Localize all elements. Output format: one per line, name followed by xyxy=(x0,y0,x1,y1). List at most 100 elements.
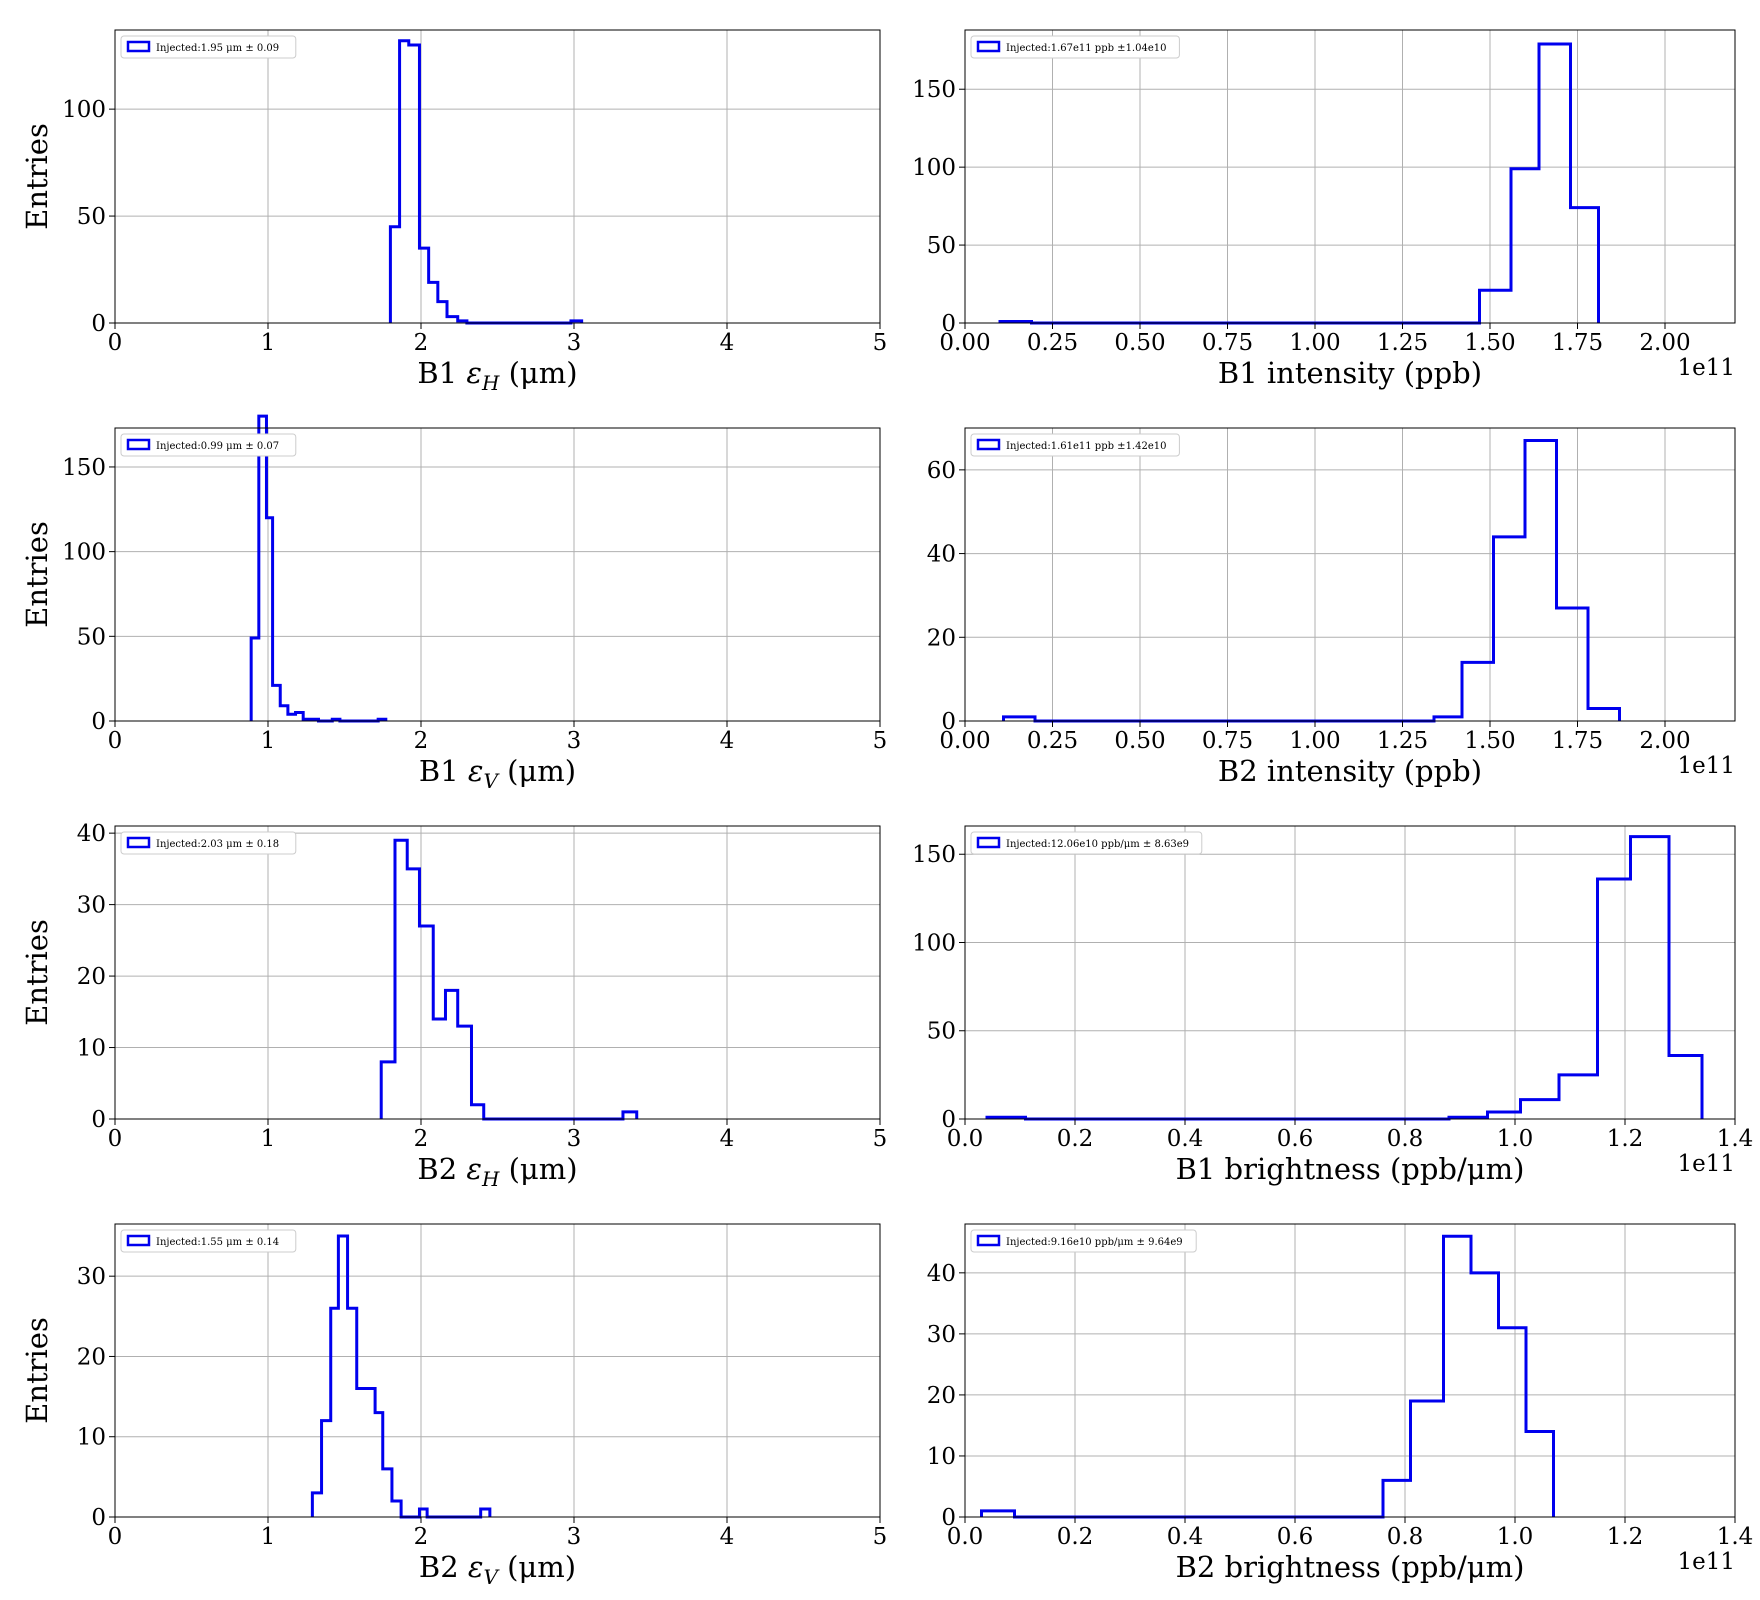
axes-frame xyxy=(114,825,881,1120)
x-tick-label: 1.2 xyxy=(1607,1126,1644,1152)
histogram-panel: 0.0 0.2 0.4 0.6 0.8 1.0 1.2 1.4 0 50 100 150 B1 brig… xyxy=(912,825,1754,1186)
x-tick-label: 3 xyxy=(567,1524,582,1550)
x-tick-label: 5 xyxy=(873,728,888,754)
x-tick-label: 1.4 xyxy=(1717,1524,1754,1550)
legend-frame xyxy=(970,35,1180,59)
axes-frame xyxy=(964,29,1736,324)
legend: Injected:1.95 μm ± 0.09 xyxy=(120,35,297,59)
y-tick-label: 30 xyxy=(77,1264,106,1290)
legend: Injected:12.06e10 ppb/μm ± 8.63e9 xyxy=(970,831,1203,855)
legend-swatch xyxy=(976,438,1001,451)
x-tick-label: 3 xyxy=(567,728,582,754)
x-tick-label: 2 xyxy=(414,1524,429,1550)
legend-label: Injected:1.61e11 ppb ±1.42e10 xyxy=(1006,441,1166,452)
x-axis-label: B2 intensity (ppb) xyxy=(1218,754,1482,788)
y-tick-label: 30 xyxy=(927,1322,956,1348)
y-tick-label: 50 xyxy=(927,1019,956,1045)
y-tick-label: 40 xyxy=(927,1261,956,1287)
x-tick-label: 2 xyxy=(414,728,429,754)
histogram-series xyxy=(980,1234,1555,1519)
x-tick-label: 0 xyxy=(108,728,123,754)
x-tick-label: 0 xyxy=(108,330,123,356)
x-tick-label: 5 xyxy=(873,1524,888,1550)
x-tick-label: 2.00 xyxy=(1639,728,1690,754)
y-tick-label: 40 xyxy=(77,821,106,847)
x-axis-label: B2 brightness (ppb/μm) xyxy=(1176,1550,1525,1584)
x-axis-label: B1 εH (μm) xyxy=(417,356,577,395)
histogram-series xyxy=(388,39,584,325)
legend: Injected:1.61e11 ppb ±1.42e10 xyxy=(970,433,1180,457)
y-axis-label: Entries xyxy=(20,123,54,230)
y-tick-label: 20 xyxy=(77,1344,106,1370)
axes-frame xyxy=(114,427,881,722)
x-axis-label: B1 εV (μm) xyxy=(419,754,576,793)
x-tick-label: 1.25 xyxy=(1377,330,1428,356)
legend: Injected:9.16e10 ppb/μm ± 9.64e9 xyxy=(970,1229,1197,1253)
x-tick-label: 4 xyxy=(720,330,735,356)
x-tick-label: 0.8 xyxy=(1387,1524,1424,1550)
legend-label: Injected:2.03 μm ± 0.18 xyxy=(156,839,279,850)
histogram-panel: 0 1 2 3 4 5 0 10 20 30 B2 εV (μm) Entries Injected:1… xyxy=(20,1223,888,1589)
histogram-panel: 0.00 0.25 0.50 0.75 1.00 1.25 1.50 1.75 2.00 0 20 4… xyxy=(927,427,1736,788)
x-tick-label: 1.4 xyxy=(1717,1126,1754,1152)
y-tick-label: 100 xyxy=(62,97,106,123)
x-tick-label: 1 xyxy=(261,1126,276,1152)
y-tick-label: 40 xyxy=(927,542,956,568)
legend-frame xyxy=(970,433,1180,457)
legend-swatch xyxy=(976,836,1001,849)
y-tick-label: 20 xyxy=(927,625,956,651)
y-tick-label: 150 xyxy=(912,77,956,103)
legend: Injected:1.55 μm ± 0.14 xyxy=(120,1229,297,1253)
legend: Injected:0.99 μm ± 0.07 xyxy=(120,433,297,457)
legend-label: Injected:1.67e11 ppb ±1.04e10 xyxy=(1006,43,1166,54)
histogram-series xyxy=(249,414,388,723)
axes-frame xyxy=(964,1223,1736,1518)
x-tick-label: 1.00 xyxy=(1289,728,1340,754)
x-tick-label: 0 xyxy=(108,1126,123,1152)
y-tick-label: 60 xyxy=(927,458,956,484)
x-tick-label: 0.2 xyxy=(1057,1524,1094,1550)
x-tick-label: 0.2 xyxy=(1057,1126,1094,1152)
x-tick-label: 0.6 xyxy=(1277,1126,1314,1152)
x-tick-label: 0.4 xyxy=(1167,1126,1204,1152)
x-offset-label: 1e11 xyxy=(1677,753,1735,779)
x-tick-label: 3 xyxy=(567,330,582,356)
histogram-series xyxy=(1002,439,1621,723)
x-tick-label: 1.0 xyxy=(1497,1524,1534,1550)
x-tick-label: 0.00 xyxy=(939,330,990,356)
x-tick-label: 3 xyxy=(567,1126,582,1152)
x-tick-label: 1.50 xyxy=(1464,330,1515,356)
legend: Injected:1.67e11 ppb ±1.04e10 xyxy=(970,35,1180,59)
legend: Injected:2.03 μm ± 0.18 xyxy=(120,831,297,855)
x-tick-label: 4 xyxy=(720,728,735,754)
histogram-panel: 0.00 0.25 0.50 0.75 1.00 1.25 1.50 1.75 2.00 0 50 1… xyxy=(912,29,1736,390)
legend-frame xyxy=(120,35,297,59)
x-tick-label: 0.25 xyxy=(1027,728,1078,754)
x-tick-label: 1.50 xyxy=(1464,728,1515,754)
x-axis-label: B2 εV (μm) xyxy=(419,1550,576,1589)
x-tick-label: 2.00 xyxy=(1639,330,1690,356)
x-tick-label: 0.0 xyxy=(947,1524,984,1550)
y-tick-label: 0 xyxy=(941,311,956,337)
legend-label: Injected:1.55 μm ± 0.14 xyxy=(156,1237,279,1248)
y-tick-label: 0 xyxy=(91,1107,106,1133)
x-tick-label: 1.00 xyxy=(1289,330,1340,356)
x-tick-label: 0.50 xyxy=(1114,330,1165,356)
x-tick-label: 0.75 xyxy=(1202,330,1253,356)
y-tick-label: 150 xyxy=(912,842,956,868)
y-tick-label: 100 xyxy=(912,155,956,181)
x-axis-label: B1 intensity (ppb) xyxy=(1218,356,1482,390)
legend-frame xyxy=(120,831,297,855)
x-tick-label: 0.50 xyxy=(1114,728,1165,754)
x-tick-label: 4 xyxy=(720,1524,735,1550)
x-tick-label: 0.0 xyxy=(947,1126,984,1152)
y-tick-label: 0 xyxy=(91,311,106,337)
x-tick-label: 5 xyxy=(873,330,888,356)
legend-label: Injected:1.95 μm ± 0.09 xyxy=(156,43,279,54)
legend-label: Injected:0.99 μm ± 0.07 xyxy=(156,441,279,452)
y-axis-label: Entries xyxy=(20,521,54,628)
x-tick-label: 0.00 xyxy=(939,728,990,754)
